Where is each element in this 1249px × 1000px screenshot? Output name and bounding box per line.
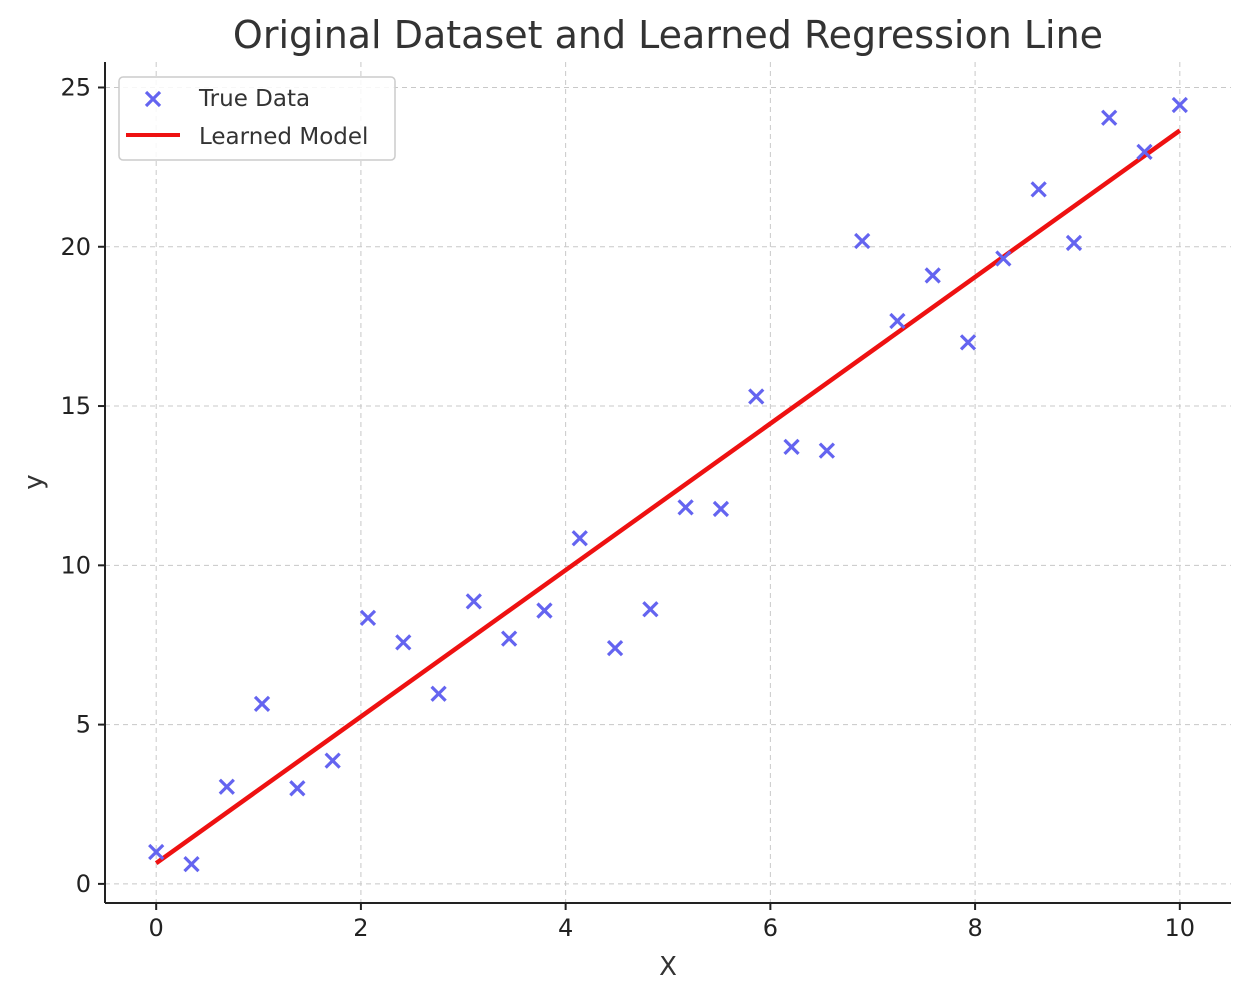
- x-tick-label: 8: [967, 914, 982, 942]
- data-point: [359, 609, 377, 627]
- y-tick-label: 15: [60, 392, 91, 420]
- y-tick-label: 0: [76, 870, 91, 898]
- y-tick-label: 25: [60, 73, 91, 101]
- y-tick-label: 10: [60, 551, 91, 579]
- data-point: [1065, 234, 1083, 252]
- chart-title: Original Dataset and Learned Regression …: [233, 13, 1103, 57]
- regression-line-layer: [154, 128, 1182, 866]
- x-axis-label: X: [659, 952, 677, 982]
- data-point: [183, 856, 200, 873]
- legend: True Data Learned Model: [118, 76, 396, 161]
- data-point: [253, 695, 271, 713]
- data-point: [783, 438, 800, 455]
- data-point: [501, 630, 518, 647]
- data-point: [995, 250, 1012, 267]
- data-point: [889, 312, 906, 330]
- scatter-points: [148, 96, 1188, 873]
- data-point: [289, 780, 306, 797]
- y-tick-label: 5: [76, 711, 91, 739]
- data-point: [1030, 181, 1047, 198]
- data-point: [1136, 143, 1153, 160]
- data-point: [959, 334, 977, 351]
- data-point: [148, 843, 165, 861]
- grid: [105, 62, 1231, 903]
- y-tick-label: 20: [60, 233, 91, 261]
- ticks: 0 2 4 6 8 10 0 5 10 15 20 25: [60, 73, 1195, 942]
- x-tick-label: 10: [1165, 914, 1196, 942]
- legend-marker-true-data: [144, 90, 162, 108]
- data-point: [1101, 109, 1118, 126]
- data-point: [536, 602, 553, 619]
- x-tick-label: 0: [149, 914, 164, 942]
- legend-box: [118, 76, 396, 161]
- y-axis-label: y: [19, 474, 49, 489]
- regression-line: [154, 128, 1182, 866]
- data-point: [677, 499, 694, 516]
- data-point: [818, 442, 835, 459]
- data-point: [712, 500, 730, 518]
- x-tick-label: 2: [353, 914, 368, 942]
- axes: [104, 62, 1231, 904]
- data-point: [606, 640, 624, 657]
- data-point: [218, 778, 235, 795]
- data-point: [395, 634, 412, 651]
- x-tick-label: 6: [763, 914, 778, 942]
- legend-label-learned-model: Learned Model: [199, 124, 368, 150]
- legend-label-true-data: True Data: [198, 86, 310, 112]
- data-point: [1171, 96, 1188, 114]
- data-point: [324, 752, 341, 769]
- data-point: [854, 232, 871, 250]
- data-point: [571, 530, 588, 547]
- x-tick-label: 4: [558, 914, 573, 942]
- data-point: [430, 685, 447, 702]
- data-point: [642, 601, 659, 618]
- data-point: [924, 267, 941, 284]
- data-point: [748, 388, 765, 405]
- data-point: [465, 593, 482, 610]
- legend-x-marker: [144, 90, 162, 108]
